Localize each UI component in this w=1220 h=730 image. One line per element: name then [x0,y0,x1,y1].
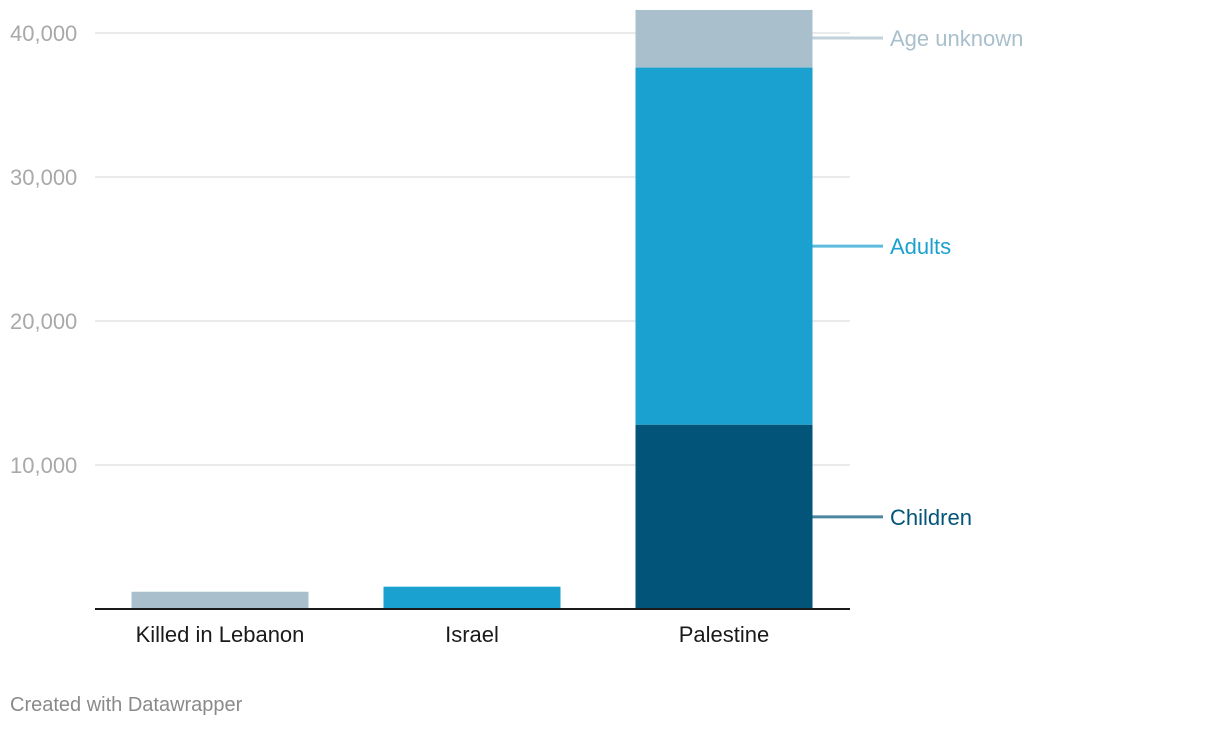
bar-segment-adults [383,586,561,609]
bar-segment-age-unknown [635,9,813,68]
series-label-adults: Adults [890,234,951,259]
stacked-bar-chart: 10,000 20,000 30,000 40,000 Killed in Leban… [10,9,1023,647]
x-category-labels: Killed in Lebanon Israel Palestine [136,622,770,647]
series-labels: Children Adults Age unknown [812,26,1023,530]
bars [131,9,813,609]
y-tick-label: 30,000 [10,165,77,190]
x-category-label: Killed in Lebanon [136,622,305,647]
bar-segment-age-unknown [131,591,309,609]
y-tick-label: 20,000 [10,309,77,334]
bar-segment-children [635,424,813,609]
x-category-label: Israel [445,622,499,647]
x-category-label: Palestine [679,622,770,647]
series-label-age-unknown: Age unknown [890,26,1023,51]
bar-segment-adults [635,67,813,425]
y-tick-label: 10,000 [10,453,77,478]
footer-credit: Created with Datawrapper [10,694,243,716]
y-tick-labels: 10,000 20,000 30,000 40,000 [10,21,77,478]
y-tick-label: 40,000 [10,21,77,46]
series-label-children: Children [890,505,972,530]
